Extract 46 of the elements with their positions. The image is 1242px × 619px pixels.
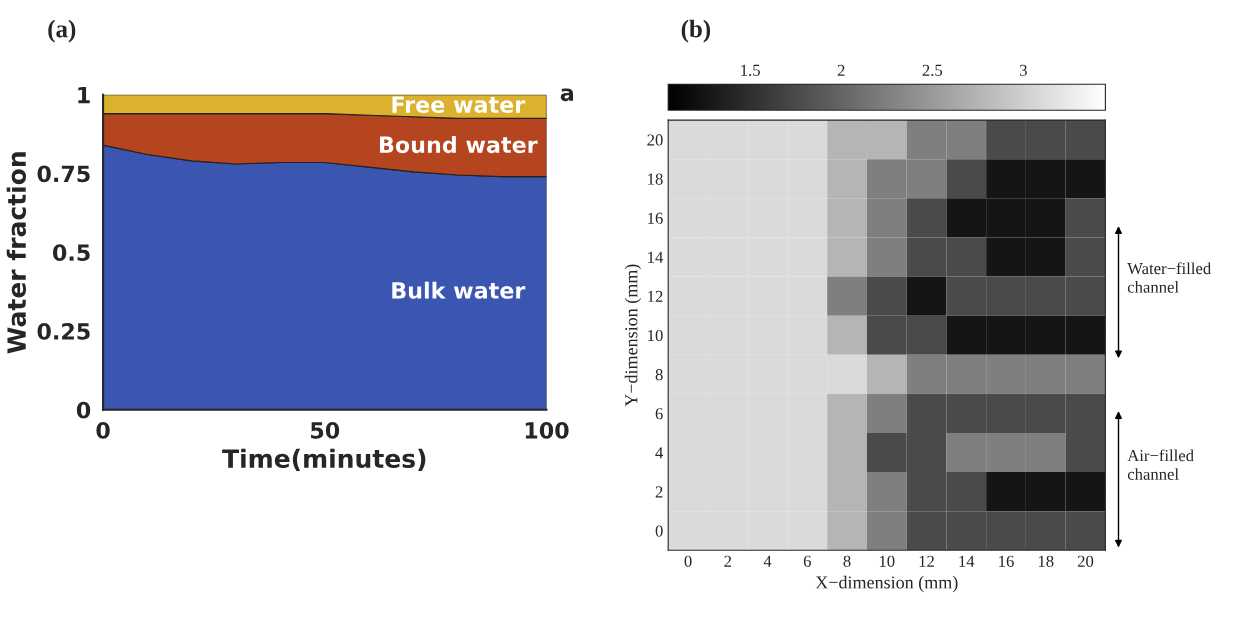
text: Water−filled channel: [1127, 262, 1211, 293]
y-tick-label: 2: [655, 486, 663, 498]
y-tick-label: 4: [655, 447, 664, 459]
x-tick-label: 100: [525, 421, 569, 439]
chart-title: (b): [681, 19, 711, 43]
color-bar-label: 2: [837, 64, 845, 76]
x-tick-label: 6: [803, 555, 811, 567]
y-tick-label: 0: [655, 525, 663, 537]
x-tick-label: 4: [763, 555, 772, 567]
y-tick-label: 10: [648, 329, 663, 342]
y-tick-label: 16: [648, 212, 663, 224]
y-tick-label: 0.25: [37, 322, 90, 340]
y-tick-label: 1: [78, 86, 90, 104]
chart-title: (a): [48, 19, 76, 43]
color-bar-label: 3: [1020, 64, 1027, 76]
x-tick-label: 14: [959, 555, 975, 567]
x-tick-label: 0: [684, 555, 692, 567]
series-label: Free water: [392, 96, 526, 113]
text: a: [560, 88, 574, 102]
y-axis-title: Water fraction: [6, 152, 27, 354]
y-tick-label: 18: [648, 173, 663, 185]
x-tick-label: 0: [96, 421, 110, 439]
x-tick-label: 8: [843, 555, 851, 567]
y-tick-label: 0: [76, 401, 91, 419]
y-tick-label: 20: [647, 134, 663, 146]
y-tick-label: 14: [648, 251, 664, 263]
x-tick-label: 10: [879, 555, 895, 567]
x-tick-label: 2: [724, 555, 732, 567]
y-axis-title: Y−dimension (mm): [624, 264, 642, 407]
x-tick-label: 16: [999, 555, 1014, 567]
y-tick-label: 0.5: [52, 244, 90, 261]
series-label: Bound water: [380, 135, 538, 154]
x-tick-label: 50: [311, 421, 340, 439]
text: Air−filled channel: [1127, 449, 1194, 480]
color-bar-label: 1.5: [741, 64, 760, 77]
x-tick-label: 18: [1038, 555, 1054, 567]
y-tick-label: 6: [655, 408, 663, 420]
series-label: Bulk water: [392, 281, 526, 299]
x-axis-title: X−dimension (mm): [815, 575, 958, 593]
y-tick-label: 0.75: [37, 165, 90, 183]
color-bar-label: 2.5: [922, 64, 943, 77]
x-axis-title: Time(minutes): [222, 448, 426, 471]
x-tick-label: 20: [1077, 555, 1094, 567]
x-tick-label: 12: [919, 555, 934, 567]
y-tick-label: 8: [655, 369, 663, 381]
y-tick-label: 12: [648, 290, 663, 302]
